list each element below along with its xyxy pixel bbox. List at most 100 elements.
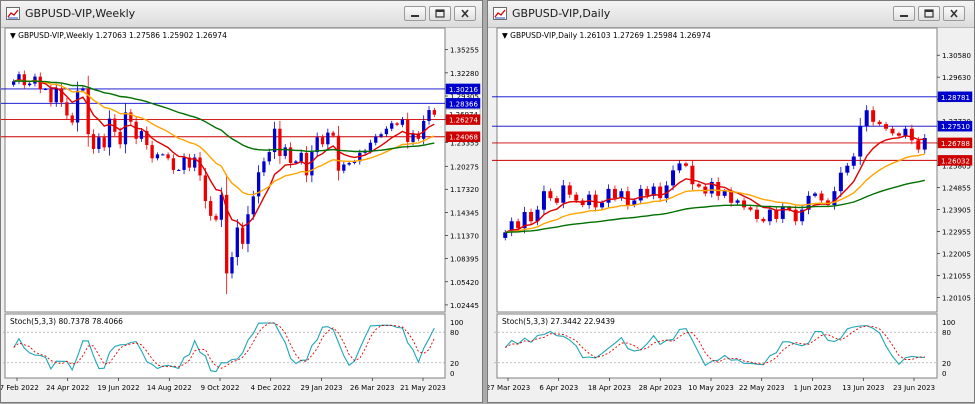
candle-body — [748, 207, 753, 210]
level-label-box — [445, 131, 481, 142]
stoch-tick-label: 20 — [942, 360, 951, 368]
candle-body — [155, 154, 160, 159]
candle-body — [754, 209, 759, 219]
candle-body — [619, 191, 624, 199]
candle-body — [278, 128, 282, 156]
stoch-tick-label: 80 — [450, 329, 459, 337]
weekly-title-bar[interactable]: GBPUSD-VIP,Weekly — [1, 1, 482, 28]
candle-body — [203, 175, 208, 202]
candle-body — [262, 161, 266, 173]
candle-body — [819, 193, 824, 201]
daily-title-bar[interactable]: GBPUSD-VIP,Daily — [488, 1, 974, 28]
candle-body — [522, 212, 527, 229]
price-tick-label: 1.20275 — [450, 163, 479, 171]
candle-body — [548, 191, 553, 199]
candle-body — [651, 186, 656, 196]
price-tick-label: 1.22955 — [942, 229, 971, 237]
level-label: 1.28781 — [941, 94, 970, 102]
candle-body — [129, 112, 133, 122]
candle-body — [896, 133, 901, 136]
close-icon — [950, 9, 958, 18]
date-tick-label: 23 Jun 2023 — [893, 384, 935, 392]
candle-body — [638, 188, 643, 201]
minimize-icon — [900, 15, 908, 17]
weekly-chart-window[interactable]: GBPUSD-VIP,Weekly 1.35255 1.32280 1.29305 1… — [0, 0, 483, 403]
candle-body — [395, 123, 399, 125]
candle-body — [683, 163, 688, 166]
price-tick-label: 1.05420 — [450, 279, 479, 287]
weekly-minimize-button[interactable] — [404, 6, 426, 21]
candle-body — [600, 202, 605, 208]
daily-chart-area[interactable]: 1.305801.296301.286801.277301.267801.258… — [488, 1, 975, 404]
candle-body — [400, 119, 405, 125]
daily-minimize-button[interactable] — [893, 6, 915, 21]
candle-body — [145, 131, 149, 146]
candle-body — [909, 128, 914, 141]
date-tick-label: 19 Jun 2022 — [97, 384, 139, 392]
ma-fast-line — [13, 78, 435, 228]
candle-body — [17, 74, 21, 82]
weekly-close-button[interactable] — [454, 6, 476, 21]
candle-body — [806, 195, 811, 210]
daily-window-title: GBPUSD-VIP,Daily — [512, 7, 611, 20]
price-tick-label: 1.24855 — [942, 185, 971, 193]
price-tick-label: 1.29305 — [450, 93, 479, 101]
level-label: 1.28366 — [449, 100, 478, 108]
weekly-chart-area[interactable]: 1.352551.322801.293051.263301.233551.202… — [1, 1, 484, 404]
date-tick-label: 29 Jan 2023 — [301, 384, 343, 392]
date-tick-label: 1 Jun 2023 — [794, 384, 832, 392]
minimize-icon — [411, 15, 419, 17]
date-tick-label: 28 Apr 2023 — [639, 384, 682, 392]
candle-body — [729, 191, 734, 203]
level-label-box — [445, 114, 481, 125]
daily-close-button[interactable] — [943, 6, 965, 21]
candle-body — [432, 110, 436, 115]
candle-body — [75, 90, 80, 123]
candle-body — [793, 209, 798, 222]
weekly-restore-button[interactable] — [429, 6, 451, 21]
date-tick-label: 4 Dec 2022 — [251, 384, 291, 392]
candle-body — [225, 194, 229, 274]
candle-body — [922, 137, 927, 150]
candle-body — [509, 221, 514, 233]
candle-body — [198, 157, 202, 176]
candle-body — [187, 157, 192, 168]
candle-body — [22, 74, 26, 86]
candle-body — [780, 207, 785, 219]
stoch-tick-label: 0 — [942, 370, 946, 378]
candle-body — [379, 134, 383, 137]
candle-body — [102, 137, 106, 148]
candle-body — [54, 88, 58, 103]
level-label: 1.24068 — [449, 134, 478, 142]
candle-body — [342, 164, 346, 171]
candle-body — [884, 124, 889, 129]
restore-icon — [435, 9, 445, 18]
price-tick-label: 1.17320 — [450, 186, 479, 194]
candle-body — [283, 147, 287, 156]
price-tick-label: 1.29630 — [942, 74, 971, 82]
daily-stoch-label: Stoch(5,3,3) 27.3442 22.9439 — [502, 317, 615, 326]
candle-body — [246, 214, 250, 244]
daily-restore-button[interactable] — [918, 6, 940, 21]
candle-body — [406, 119, 410, 142]
candle-body — [671, 170, 676, 186]
candle-body — [838, 172, 843, 192]
candle-body — [612, 188, 617, 199]
candle-body — [561, 185, 566, 203]
stoch-main-line — [504, 324, 925, 367]
candle-body — [574, 194, 579, 201]
candle-body — [256, 172, 261, 197]
price-tick-label: 1.25805 — [942, 163, 971, 171]
daily-chart-window[interactable]: GBPUSD-VIP,Daily 1.305801.296301.286801.… — [487, 0, 975, 403]
candle-body — [877, 121, 882, 125]
price-tick-label: 1.08395 — [450, 256, 479, 264]
date-tick-label: 22 May 2023 — [739, 384, 785, 392]
candle-body — [832, 191, 837, 206]
candle-body — [219, 194, 223, 220]
level-label: 1.26788 — [941, 140, 970, 148]
candle-body — [288, 147, 293, 163]
candle-body — [606, 188, 611, 203]
candle-body — [272, 128, 277, 153]
chart-icon — [493, 7, 507, 20]
candle-body — [134, 121, 138, 139]
